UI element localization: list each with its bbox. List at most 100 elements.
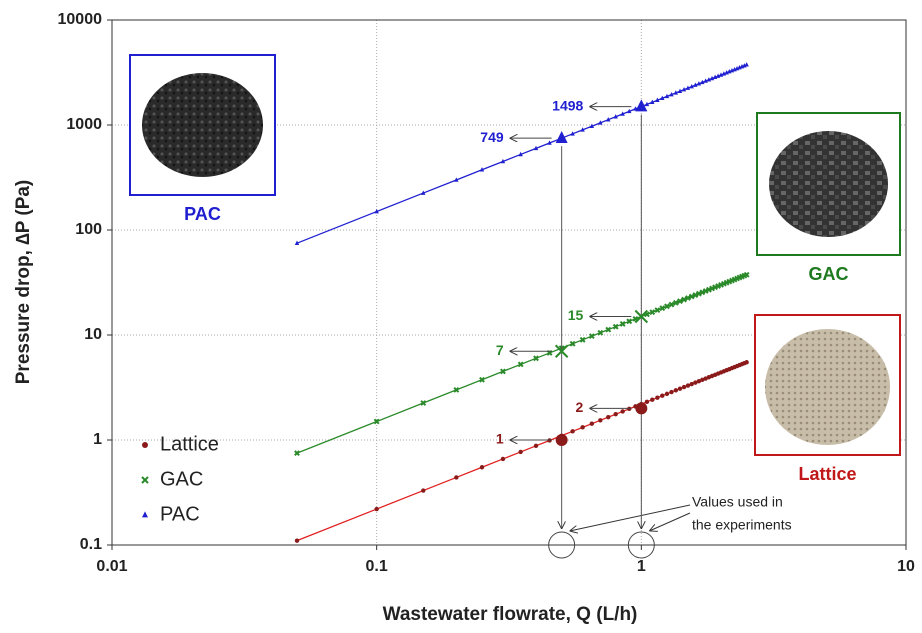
marker xyxy=(580,425,585,430)
marker xyxy=(533,443,539,449)
marker xyxy=(650,397,655,402)
marker xyxy=(693,82,698,87)
y-tick-label: 1 xyxy=(93,431,102,448)
marker xyxy=(668,301,675,308)
y-tick-label: 1000 xyxy=(66,116,102,133)
highlight-marker xyxy=(635,99,648,112)
sample-label: Lattice xyxy=(798,464,856,484)
marker xyxy=(685,85,691,90)
sample-photo xyxy=(765,329,890,445)
marker xyxy=(613,412,618,417)
legend-label: PAC xyxy=(160,503,200,525)
sample-frame xyxy=(754,314,901,456)
marker xyxy=(627,108,632,114)
marker xyxy=(619,321,626,327)
marker xyxy=(692,292,699,298)
legend-marker xyxy=(142,442,148,448)
callout-text: Values used in xyxy=(692,494,783,510)
marker xyxy=(685,383,691,388)
marker xyxy=(660,393,665,398)
annotation-label: 1 xyxy=(496,431,504,447)
marker xyxy=(696,81,702,86)
marker xyxy=(570,131,575,136)
marker xyxy=(650,99,655,104)
y-tick-label: 100 xyxy=(75,221,102,238)
marker xyxy=(597,329,604,336)
marker xyxy=(696,379,702,384)
plot-frame xyxy=(111,19,907,546)
marker xyxy=(689,83,694,89)
marker xyxy=(479,376,485,383)
y-tick-label: 10000 xyxy=(58,11,103,28)
marker xyxy=(677,88,683,93)
marker xyxy=(681,384,687,390)
marker xyxy=(533,355,539,362)
marker xyxy=(689,381,694,387)
marker xyxy=(373,418,380,425)
annotation-label: 2 xyxy=(576,399,584,415)
marker xyxy=(681,296,687,303)
marker xyxy=(744,360,749,365)
marker xyxy=(598,418,603,423)
marker xyxy=(699,289,706,296)
legend-marker xyxy=(141,476,149,484)
marker xyxy=(421,190,426,195)
marker xyxy=(702,288,709,294)
marker xyxy=(669,91,674,97)
sample-photo xyxy=(142,73,263,177)
marker xyxy=(479,465,485,470)
marker xyxy=(660,95,665,101)
annotation-label: 1498 xyxy=(552,97,583,113)
marker xyxy=(685,295,691,301)
marker xyxy=(517,361,524,368)
marker xyxy=(677,298,683,305)
marker xyxy=(374,506,379,512)
marker xyxy=(500,456,506,462)
marker xyxy=(598,120,603,125)
marker xyxy=(664,391,670,397)
marker xyxy=(688,293,695,300)
highlight-marker xyxy=(555,434,568,446)
marker xyxy=(420,400,427,406)
marker xyxy=(706,77,712,82)
marker xyxy=(644,399,650,405)
marker xyxy=(712,74,718,80)
sample-frame xyxy=(129,54,276,196)
experiment-circle xyxy=(548,531,576,559)
marker xyxy=(579,336,586,343)
marker xyxy=(649,309,656,316)
annotation-label: 749 xyxy=(480,129,504,145)
marker xyxy=(606,414,611,420)
marker xyxy=(693,380,698,385)
callout-arrow xyxy=(649,512,691,531)
marker xyxy=(294,538,300,543)
marker xyxy=(673,388,679,393)
marker xyxy=(454,475,459,480)
marker xyxy=(664,93,670,99)
marker xyxy=(605,326,612,333)
marker xyxy=(294,450,300,457)
marker xyxy=(479,167,485,172)
annotation-label: 15 xyxy=(568,307,584,323)
marker xyxy=(569,340,576,347)
marker xyxy=(664,303,670,310)
y-axis-title: Pressure drop, ∆P (Pa) xyxy=(13,180,34,385)
marker xyxy=(374,208,379,214)
marker xyxy=(700,377,705,383)
marker xyxy=(703,78,708,83)
highlight-marker xyxy=(554,344,569,358)
marker xyxy=(589,123,595,128)
marker xyxy=(547,140,552,145)
experiment-circle xyxy=(627,531,655,559)
x-axis-title: Wastewater flowrate, Q (L/h) xyxy=(383,604,638,625)
marker xyxy=(744,62,749,67)
sample-frame xyxy=(756,112,901,256)
marker xyxy=(718,72,724,77)
annotation-label: 7 xyxy=(496,342,504,358)
marker xyxy=(659,305,666,312)
marker xyxy=(606,117,611,122)
marker xyxy=(654,307,661,314)
x-tick-label: 0.01 xyxy=(96,558,127,575)
sample-label: GAC xyxy=(809,264,849,284)
marker xyxy=(612,323,619,330)
